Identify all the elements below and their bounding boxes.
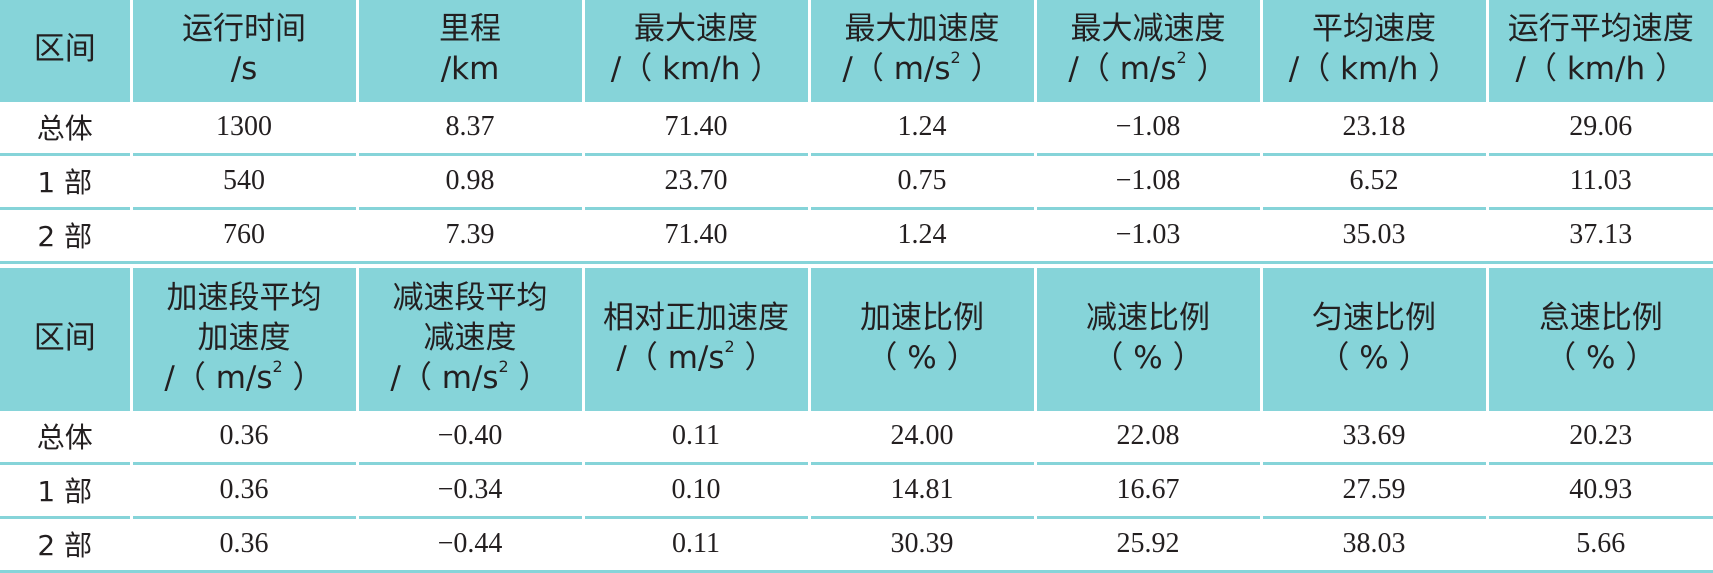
table-cell: 540 (129, 152, 359, 208)
table-cell: −0.34 (355, 461, 585, 517)
table-row: 2 部 760 7.39 71.40 1.24 −1.03 35.03 37.1… (0, 206, 1713, 264)
row-label: 总体 (0, 98, 133, 154)
table-cell: 20.23 (1485, 407, 1713, 463)
table-running-stats: 区间 运行时间/s 里程/km 最大速度/（ km/h ） 最大加速度/（ m/… (0, 0, 1713, 264)
table-row: 总体 1300 8.37 71.40 1.24 −1.08 23.18 29.0… (0, 98, 1713, 154)
table-cell: 25.92 (1033, 515, 1263, 573)
table-cell: 0.75 (807, 152, 1037, 208)
table-cell: 6.52 (1259, 152, 1489, 208)
header-cell-max-accel: 最大加速度/（ m/s2 ） (807, 0, 1037, 100)
header-cell-interval: 区间 (0, 0, 133, 100)
row-label: 2 部 (0, 206, 133, 264)
table-cell: 760 (129, 206, 359, 264)
table-cell: 29.06 (1485, 98, 1713, 154)
table-cell: 0.36 (129, 407, 359, 463)
header-cell-relative-positive-accel: 相对正加速度/（ m/s2 ） (581, 268, 811, 409)
header-cell-run-time: 运行时间/s (129, 0, 359, 100)
table-cell: 1.24 (807, 206, 1037, 264)
table-cell: 0.98 (355, 152, 585, 208)
table-cell: 5.66 (1485, 515, 1713, 573)
table-cell: 0.36 (129, 461, 359, 517)
table-cell: 14.81 (807, 461, 1037, 517)
table-row: 1 部 0.36 −0.34 0.10 14.81 16.67 27.59 40… (0, 461, 1713, 517)
table-cell: −0.44 (355, 515, 585, 573)
header-cell-idle-ratio: 怠速比例（ % ） (1485, 268, 1713, 409)
table-cell: 33.69 (1259, 407, 1489, 463)
table-cell: 71.40 (581, 98, 811, 154)
table-cell: 24.00 (807, 407, 1037, 463)
table-cell: 11.03 (1485, 152, 1713, 208)
header-cell-decel-segment-avg: 减速段平均 减速度/（ m/s2 ） (355, 268, 585, 409)
table-cell: −1.08 (1033, 98, 1263, 154)
header-cell-max-speed: 最大速度/（ km/h ） (581, 0, 811, 100)
table-cell: 1300 (129, 98, 359, 154)
table-accel-stats: 区间 加速段平均 加速度/（ m/s2 ） 减速段平均 减速度/（ m/s2 ） 相… (0, 268, 1713, 573)
table-cell: −0.40 (355, 407, 585, 463)
table-cell: 40.93 (1485, 461, 1713, 517)
table-cell: 35.03 (1259, 206, 1489, 264)
table-cell: 0.10 (581, 461, 811, 517)
table-cell: −1.08 (1033, 152, 1263, 208)
table-cell: 0.11 (581, 515, 811, 573)
table-row: 总体 0.36 −0.40 0.11 24.00 22.08 33.69 20.… (0, 407, 1713, 463)
table-cell: 71.40 (581, 206, 811, 264)
header-cell-accel-ratio: 加速比例（ % ） (807, 268, 1037, 409)
header-cell-run-avg-speed: 运行平均速度/（ km/h ） (1485, 0, 1713, 100)
table-cell: 37.13 (1485, 206, 1713, 264)
table-cell: −1.03 (1033, 206, 1263, 264)
table-cell: 23.18 (1259, 98, 1489, 154)
header-cell-interval: 区间 (0, 268, 133, 409)
header-cell-avg-speed: 平均速度/（ km/h ） (1259, 0, 1489, 100)
header-cell-cruise-ratio: 匀速比例（ % ） (1259, 268, 1489, 409)
table-cell: 7.39 (355, 206, 585, 264)
table-cell: 38.03 (1259, 515, 1489, 573)
header-cell-mileage: 里程/km (355, 0, 585, 100)
row-label: 2 部 (0, 515, 133, 573)
header-cell-decel-ratio: 减速比例（ % ） (1033, 268, 1263, 409)
table-row: 2 部 0.36 −0.44 0.11 30.39 25.92 38.03 5.… (0, 515, 1713, 573)
table-cell: 1.24 (807, 98, 1037, 154)
table-cell: 0.11 (581, 407, 811, 463)
table-cell: 0.36 (129, 515, 359, 573)
header-cell-accel-segment-avg: 加速段平均 加速度/（ m/s2 ） (129, 268, 359, 409)
table-cell: 27.59 (1259, 461, 1489, 517)
row-label: 1 部 (0, 152, 133, 208)
row-label: 1 部 (0, 461, 133, 517)
header-row: 区间 运行时间/s 里程/km 最大速度/（ km/h ） 最大加速度/（ m/… (0, 0, 1713, 100)
table-cell: 30.39 (807, 515, 1037, 573)
header-row: 区间 加速段平均 加速度/（ m/s2 ） 减速段平均 减速度/（ m/s2 ） 相… (0, 268, 1713, 409)
table-cell: 16.67 (1033, 461, 1263, 517)
table-cell: 22.08 (1033, 407, 1263, 463)
header-cell-max-decel: 最大减速度/（ m/s2 ） (1033, 0, 1263, 100)
table-row: 1 部 540 0.98 23.70 0.75 −1.08 6.52 11.03 (0, 152, 1713, 208)
table-cell: 8.37 (355, 98, 585, 154)
row-label: 总体 (0, 407, 133, 463)
table-cell: 23.70 (581, 152, 811, 208)
